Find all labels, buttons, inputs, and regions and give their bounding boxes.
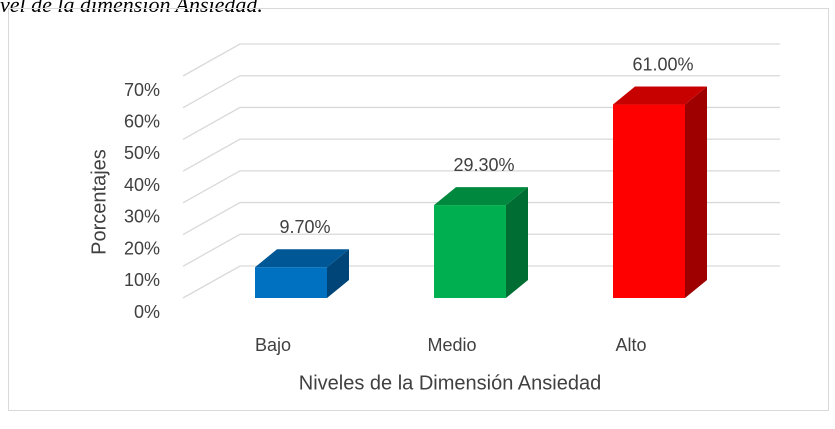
grid-line	[182, 75, 780, 109]
grid-line	[182, 233, 780, 267]
x-axis-title: Niveles de la Dimensión Ansiedad	[299, 372, 601, 394]
bar-top	[613, 86, 707, 105]
y-tick-label: 60%	[124, 111, 160, 131]
y-axis-title: Porcentajes	[88, 149, 110, 255]
data-label: 61.00%	[632, 54, 693, 74]
grid-line	[182, 106, 780, 140]
grid-line	[182, 170, 780, 204]
y-tick-label: 0%	[134, 302, 160, 322]
x-tick-label: Medio	[427, 335, 476, 355]
bar-side	[506, 187, 528, 298]
bar-side	[327, 249, 349, 298]
bar-front	[434, 205, 506, 298]
y-tick-label: 50%	[124, 143, 160, 163]
chart-border	[8, 8, 829, 411]
y-tick-label: 30%	[124, 207, 160, 227]
bar-side	[685, 86, 707, 299]
grid-line	[182, 265, 780, 299]
bar-front	[255, 267, 327, 298]
x-tick-label: Alto	[615, 335, 646, 355]
bar-top	[255, 249, 349, 268]
grid-line	[182, 138, 780, 172]
y-tick-label: 40%	[124, 175, 160, 195]
grid-line	[182, 201, 780, 236]
y-tick-label: 20%	[124, 238, 160, 258]
y-tick-label: 10%	[124, 270, 160, 290]
data-label: 9.70%	[279, 217, 330, 237]
bar-top	[434, 187, 528, 206]
data-label: 29.30%	[453, 155, 514, 175]
x-tick-label: Bajo	[255, 335, 291, 355]
bar-front	[613, 104, 685, 299]
y-tick-label: 70%	[124, 80, 160, 100]
grid-line	[182, 43, 780, 77]
